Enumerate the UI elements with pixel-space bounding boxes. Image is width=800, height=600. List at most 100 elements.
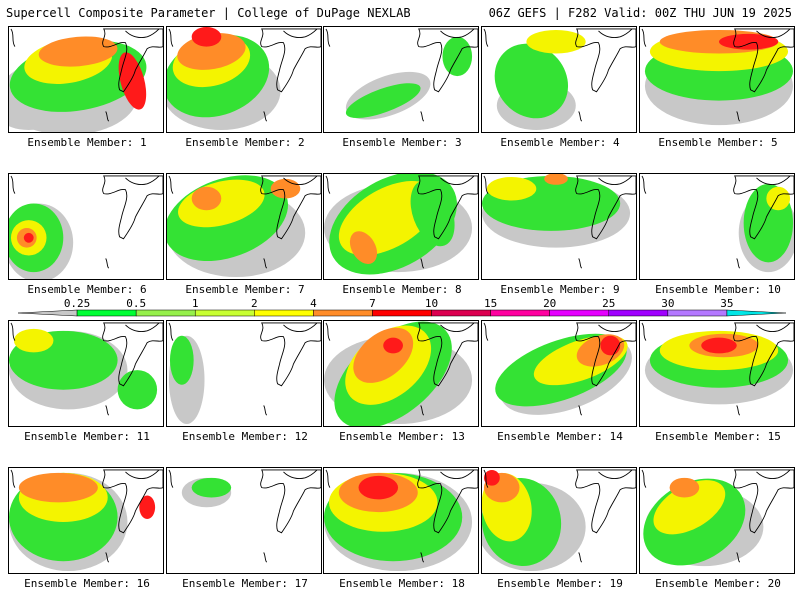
scp-contour-green xyxy=(410,180,455,247)
colorbar-tick-label: 15 xyxy=(484,298,497,310)
great-lakes-outline xyxy=(102,28,163,93)
river-outline xyxy=(420,111,425,122)
river-outline xyxy=(736,258,741,269)
great-lakes-outline xyxy=(575,469,636,534)
member-map-20 xyxy=(639,467,795,574)
scp-contour-yellow xyxy=(526,29,586,54)
river-outline xyxy=(578,258,583,269)
coastline xyxy=(168,175,174,194)
member-map-6 xyxy=(8,173,164,280)
river-outline xyxy=(105,552,110,563)
great-lakes-outline xyxy=(417,28,478,93)
scp-contour-green xyxy=(169,335,194,385)
river-outline xyxy=(578,552,583,563)
scp-contour-green xyxy=(345,83,421,118)
colorbar-segment xyxy=(431,309,491,317)
scp-contour-orange xyxy=(191,186,222,211)
member-label-11: Ensemble Member: 11 xyxy=(24,430,150,443)
member-map-1 xyxy=(8,26,164,133)
member-label-16: Ensemble Member: 16 xyxy=(24,577,150,590)
scp-contour-red xyxy=(383,337,403,354)
colorbar-segment xyxy=(313,309,373,317)
member-label-18: Ensemble Member: 18 xyxy=(339,577,465,590)
coastline xyxy=(325,469,331,488)
member-label-7: Ensemble Member: 7 xyxy=(185,283,305,296)
great-lakes-outline xyxy=(260,28,321,93)
map-graphic xyxy=(482,469,636,572)
great-lakes-outline xyxy=(260,469,321,534)
colorbar-segment xyxy=(254,309,314,317)
river-outline xyxy=(105,258,110,269)
map-graphic xyxy=(167,27,321,131)
great-lakes-outline xyxy=(575,322,636,387)
scp-contour-red xyxy=(23,232,34,243)
map-graphic xyxy=(9,175,163,279)
member-map-11 xyxy=(8,320,164,427)
coastline xyxy=(641,322,647,341)
member-label-4: Ensemble Member: 4 xyxy=(500,136,620,149)
member-label-12: Ensemble Member: 12 xyxy=(182,430,308,443)
map-graphic xyxy=(167,175,321,278)
river-outline xyxy=(578,111,583,122)
colorbar-tick-label: 0.25 xyxy=(64,298,91,310)
colorbar-segment xyxy=(17,309,78,317)
great-lakes-outline xyxy=(260,322,321,387)
colorbar: 0.25 0.5 1 2 4 7 10 15 20 25 30 35 xyxy=(0,298,800,320)
colorbar-segment xyxy=(194,309,255,317)
coastline xyxy=(168,469,174,488)
scp-contour-green xyxy=(191,477,232,498)
member-map-17 xyxy=(166,467,322,574)
scp-contour-red xyxy=(701,337,737,354)
river-outline xyxy=(263,258,268,269)
map-graphic xyxy=(482,174,636,269)
coastline xyxy=(325,28,331,47)
coastline xyxy=(10,322,16,341)
member-map-3 xyxy=(323,26,479,133)
river-outline xyxy=(736,405,741,416)
colorbar-tick-label: 35 xyxy=(720,298,733,310)
great-lakes-outline xyxy=(575,175,636,240)
colorbar-segment xyxy=(76,309,137,317)
great-lakes-outline xyxy=(102,175,163,240)
river-outline xyxy=(105,111,110,122)
colorbar-graphic: 0.25 0.5 1 2 4 7 10 15 20 25 30 35 xyxy=(17,298,787,317)
map-graphic xyxy=(168,322,321,425)
scp-contour-orange xyxy=(38,36,118,67)
scp-contour-yellow xyxy=(486,176,537,201)
map-graphic xyxy=(483,28,636,131)
great-lakes-outline xyxy=(102,469,163,534)
great-lakes-outline xyxy=(733,469,794,534)
great-lakes-outline xyxy=(260,175,321,240)
colorbar-segment xyxy=(549,309,610,317)
coastline xyxy=(641,175,647,194)
coastline xyxy=(483,469,489,488)
coastline xyxy=(10,28,16,47)
member-map-8 xyxy=(323,173,479,280)
river-outline xyxy=(420,552,425,563)
map-graphic xyxy=(9,469,163,572)
scp-contour-green xyxy=(117,370,158,410)
member-map-14 xyxy=(481,320,637,427)
scp-contour-red xyxy=(483,469,500,486)
colorbar-segment xyxy=(372,309,432,317)
colorbar-segment xyxy=(490,309,550,317)
member-map-5 xyxy=(639,26,795,133)
map-graphic xyxy=(325,28,478,122)
member-label-10: Ensemble Member: 10 xyxy=(655,283,781,296)
coastline xyxy=(325,175,331,194)
scp-contour-red xyxy=(118,52,147,110)
member-map-2 xyxy=(166,26,322,133)
member-label-2: Ensemble Member: 2 xyxy=(185,136,305,149)
member-map-9 xyxy=(481,173,637,280)
coastline xyxy=(641,469,647,488)
member-label-1: Ensemble Member: 1 xyxy=(27,136,147,149)
scp-contour-green xyxy=(494,43,569,119)
member-label-17: Ensemble Member: 17 xyxy=(182,577,308,590)
scp-contour-red xyxy=(718,33,779,50)
member-label-5: Ensemble Member: 5 xyxy=(658,136,778,149)
colorbar-tick-label: 25 xyxy=(602,298,615,310)
river-outline xyxy=(263,552,268,563)
member-map-4 xyxy=(481,26,637,133)
river-outline xyxy=(263,405,268,416)
scp-contour-orange xyxy=(544,174,568,185)
